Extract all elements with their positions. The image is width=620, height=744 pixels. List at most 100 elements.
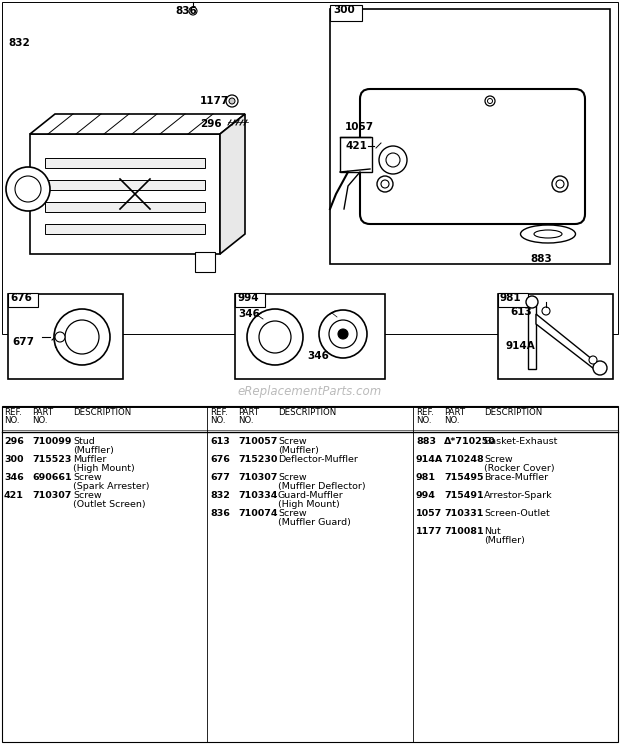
Bar <box>45 202 205 212</box>
Circle shape <box>485 96 495 106</box>
Text: Muffler: Muffler <box>73 455 107 464</box>
Text: Arrestor-Spark: Arrestor-Spark <box>484 491 552 500</box>
Text: eReplacementParts.com: eReplacementParts.com <box>238 385 382 399</box>
Circle shape <box>319 310 367 358</box>
Text: (High Mount): (High Mount) <box>278 500 340 509</box>
Text: Gasket-Exhaust: Gasket-Exhaust <box>484 437 559 446</box>
Text: 994: 994 <box>416 491 436 500</box>
Text: Screw: Screw <box>484 455 513 464</box>
Ellipse shape <box>534 230 562 238</box>
Text: 677: 677 <box>12 337 34 347</box>
Bar <box>45 158 205 168</box>
Text: 300: 300 <box>333 5 355 15</box>
Text: 832: 832 <box>8 38 30 48</box>
Text: NO.: NO. <box>238 416 254 425</box>
Text: Screen-Outlet: Screen-Outlet <box>484 509 550 518</box>
Text: 710307: 710307 <box>32 491 71 500</box>
Text: REF.: REF. <box>4 408 22 417</box>
Text: 1177: 1177 <box>200 96 229 106</box>
Text: PART: PART <box>444 408 465 417</box>
Text: 296: 296 <box>200 119 221 129</box>
Bar <box>498 293 528 307</box>
Text: (Muffler): (Muffler) <box>278 446 319 455</box>
Text: 1177: 1177 <box>416 527 443 536</box>
Circle shape <box>226 95 238 107</box>
Text: Screw: Screw <box>73 491 102 500</box>
Text: 883: 883 <box>416 437 436 446</box>
Text: 613: 613 <box>210 437 230 446</box>
Text: DESCRIPTION: DESCRIPTION <box>73 408 131 417</box>
Text: Guard-Muffler: Guard-Muffler <box>278 491 343 500</box>
Bar <box>2 406 618 742</box>
Text: 715491: 715491 <box>444 491 484 500</box>
Circle shape <box>542 307 550 315</box>
Text: 914A: 914A <box>506 341 536 351</box>
Text: 346: 346 <box>4 473 24 482</box>
Text: 715495: 715495 <box>444 473 484 482</box>
Text: Screw: Screw <box>278 437 307 446</box>
Circle shape <box>593 361 607 375</box>
Circle shape <box>247 309 303 365</box>
Text: 421: 421 <box>4 491 24 500</box>
Text: PART: PART <box>32 408 53 417</box>
Circle shape <box>329 320 357 348</box>
Text: 677: 677 <box>210 473 230 482</box>
Text: 676: 676 <box>10 293 32 303</box>
Text: Brace-Muffler: Brace-Muffler <box>484 473 548 482</box>
Text: 836: 836 <box>210 509 230 518</box>
Text: (Muffler): (Muffler) <box>73 446 114 455</box>
Text: NO.: NO. <box>416 416 432 425</box>
Text: (High Mount): (High Mount) <box>73 464 135 473</box>
Bar <box>330 9 610 264</box>
Circle shape <box>377 176 393 192</box>
Text: DESCRIPTION: DESCRIPTION <box>484 408 542 417</box>
Text: Screw: Screw <box>73 473 102 482</box>
Text: Stud: Stud <box>73 437 95 446</box>
Text: Δ*710250: Δ*710250 <box>444 437 496 446</box>
FancyBboxPatch shape <box>360 89 585 224</box>
Bar <box>45 224 205 234</box>
Text: (Spark Arrester): (Spark Arrester) <box>73 482 149 491</box>
Text: 421: 421 <box>345 141 367 151</box>
Text: 710331: 710331 <box>444 509 484 518</box>
Text: 832: 832 <box>210 491 230 500</box>
Text: 346: 346 <box>238 309 260 319</box>
Text: (Muffler): (Muffler) <box>484 536 525 545</box>
Text: 914A: 914A <box>416 455 443 464</box>
Text: 300: 300 <box>4 455 24 464</box>
Circle shape <box>54 309 110 365</box>
Text: 710074: 710074 <box>238 509 278 518</box>
Circle shape <box>65 320 99 354</box>
Text: Nut: Nut <box>484 527 501 536</box>
Circle shape <box>552 176 568 192</box>
Bar <box>30 134 220 254</box>
Circle shape <box>229 98 235 104</box>
Text: 710057: 710057 <box>238 437 277 446</box>
Circle shape <box>386 153 400 167</box>
Polygon shape <box>536 314 598 372</box>
Text: 883: 883 <box>530 254 552 264</box>
Circle shape <box>259 321 291 353</box>
Text: NO.: NO. <box>210 416 226 425</box>
Bar <box>340 137 372 172</box>
Text: Screw: Screw <box>278 473 307 482</box>
Text: NO.: NO. <box>32 416 48 425</box>
Bar <box>330 5 362 21</box>
Circle shape <box>526 296 538 308</box>
Circle shape <box>55 332 65 342</box>
Bar <box>8 293 38 307</box>
Text: 710307: 710307 <box>238 473 277 482</box>
Bar <box>195 252 215 272</box>
Text: (Outlet Screen): (Outlet Screen) <box>73 500 146 509</box>
Text: (Muffler Guard): (Muffler Guard) <box>278 518 351 527</box>
Text: 690661: 690661 <box>32 473 72 482</box>
Text: 715523: 715523 <box>32 455 71 464</box>
Text: 994: 994 <box>237 293 259 303</box>
Circle shape <box>338 329 348 339</box>
Circle shape <box>381 180 389 188</box>
Text: 836: 836 <box>175 6 197 16</box>
Bar <box>2 2 618 334</box>
Text: 1057: 1057 <box>345 122 374 132</box>
Text: 981: 981 <box>500 293 521 303</box>
Text: Screw: Screw <box>278 509 307 518</box>
